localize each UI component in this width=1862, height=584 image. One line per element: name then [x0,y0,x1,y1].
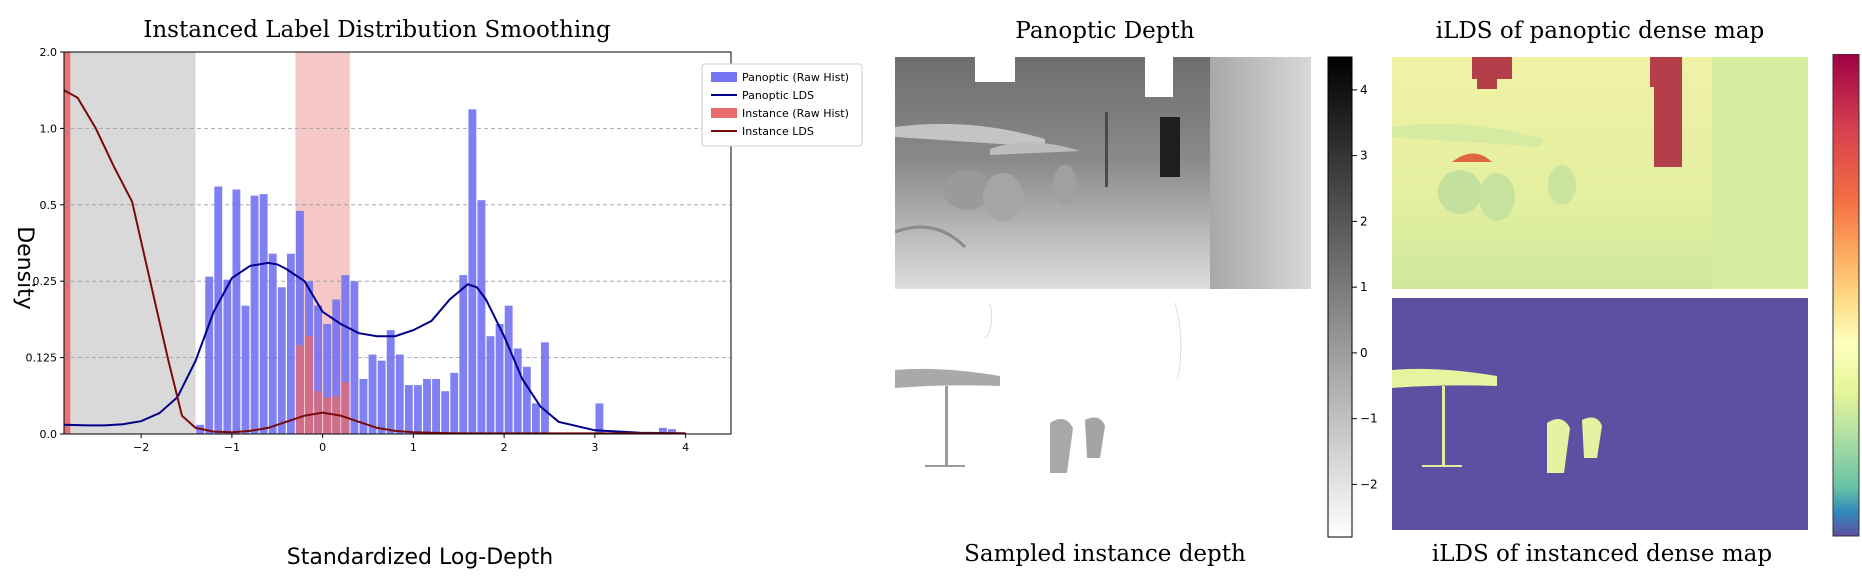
instance-hist-bar [341,382,350,434]
depth-colorbar-tick-label: −2 [1360,477,1378,491]
panoptic-hist-bar [659,427,667,434]
x-tick-label: 1 [410,441,417,454]
y-tick-label: 1.0 [40,122,58,135]
panoptic-hist-bar [513,348,522,434]
panoptic-hist-bar [423,378,431,434]
panoptic-hist-bar [668,429,676,434]
y-tick-label: 0.25 [33,275,58,288]
panoptic-hist-bar [441,391,450,434]
depth-colorbar: 4 3 2 1 0 −1 −2 [1327,56,1378,538]
panoptic-hist-bar [541,342,549,434]
panoptic-hist-bar [259,194,268,434]
panoptic-hist-bar [395,354,404,434]
panoptic-lds-line [63,261,686,435]
panoptic-hist-bar [468,109,477,435]
y-tick-label: 0.5 [40,199,58,212]
x-tick-label: 4 [682,441,689,454]
panoptic-hist-bar [341,275,350,434]
panoptic-hist-bar [368,354,377,434]
x-tick-label: 0 [319,441,326,454]
panoptic-hist-bar [504,305,513,434]
depth-colorbar-tick-label: 4 [1360,83,1368,97]
panoptic-hist-bar [477,200,486,434]
svg-text:Instance (Raw Hist): Instance (Raw Hist) [742,107,849,120]
panoptic-hist-bar [323,323,332,434]
panoptic-hist-bar [432,378,441,434]
panoptic-hist-bar [495,323,504,434]
panoptic-hist-bar [350,281,359,434]
panoptic-hist-bar [359,378,368,434]
depth-colorbar-tick-label: −1 [1360,412,1378,426]
depth-colorbar-tick-label: 2 [1360,214,1368,228]
panoptic-hist-bar [232,189,241,434]
panoptic-hist-bar [214,186,223,434]
panoptic-hist-bar [522,366,531,434]
instance-hist-bar [305,336,313,434]
depth-colorbar-tick-label: 3 [1360,149,1368,163]
y-tick-label: 0.0 [40,428,58,441]
svg-text:Panoptic (Raw Hist): Panoptic (Raw Hist) [742,71,849,84]
panoptic-depth-title: Panoptic Depth [1015,18,1195,44]
x-tick-label: 3 [591,441,598,454]
chart-title: Instanced Label Distribution Smoothing [143,17,611,43]
chart-legend: Panoptic (Raw Hist) Panoptic LDS Instanc… [701,63,863,147]
chart-ylabel: Density [12,226,37,310]
instance-lds-line [63,89,686,435]
sampled-instance-depth-image [895,298,1311,530]
ilds-panoptic-title: iLDS of panoptic dense map [1435,18,1765,44]
ilds-instanced-dense-map [1392,298,1808,530]
svg-text:Panoptic LDS: Panoptic LDS [742,89,814,102]
panoptic-depth-image [895,57,1311,289]
chart-xlabel: Standardized Log-Depth [287,545,553,570]
panoptic-hist-bar [450,372,459,434]
shaded-region-0 [70,52,196,434]
panoptic-hist-bar [459,275,468,434]
y-tick-label: 0.125 [26,352,58,365]
panoptic-hist-bar [205,276,214,434]
x-tick-label: −1 [224,441,240,454]
panoptic-hist-bar [314,305,323,434]
panoptic-hist-bar [223,279,232,434]
panoptic-hist-bar [250,195,259,434]
svg-text:Instance LDS: Instance LDS [742,125,814,138]
x-tick-label: −2 [133,441,149,454]
instance-hist-bar [323,397,332,434]
legend-item-panoptic-lds: Panoptic LDS [711,89,814,102]
plot-frame [63,51,732,435]
ilds-colorbar [1832,54,1860,537]
panoptic-hist-bar [486,336,495,434]
panoptic-hist-bar [332,299,341,434]
instance-hist-bar [296,345,304,434]
panoptic-hist-bar [413,385,422,434]
panoptic-hist-bar [286,253,295,434]
depth-colorbar-tick-label: 0 [1360,346,1368,360]
lds-chart: Instanced Label Distribution Smoothing D… [12,17,863,570]
ilds-instanced-caption: iLDS of instanced dense map [1431,541,1773,567]
ilds-panoptic-dense-map [1392,57,1808,289]
legend-item-instance-hist: Instance (Raw Hist) [711,107,849,120]
legend-item-panoptic-hist: Panoptic (Raw Hist) [711,71,849,84]
panoptic-hist-bar [296,210,304,434]
panoptic-hist-bar [277,287,286,434]
y-tick-label: 2.0 [40,46,58,59]
panoptic-hist-bar [241,305,250,434]
depth-colorbar-tick-label: 1 [1360,280,1368,294]
sampled-instance-depth-caption: Sampled instance depth [964,541,1246,567]
panoptic-hist-bar [531,403,540,434]
panoptic-hist-bar [595,403,604,434]
panoptic-hist-bar [404,385,413,434]
shaded-region-2 [64,52,71,434]
panoptic-hist-bar [377,360,386,434]
legend-item-instance-lds: Instance LDS [711,125,814,138]
x-tick-label: 2 [501,441,508,454]
panoptic-hist-bar [268,253,277,434]
panoptic-hist-bar [386,330,395,434]
shaded-region-1 [295,52,350,434]
